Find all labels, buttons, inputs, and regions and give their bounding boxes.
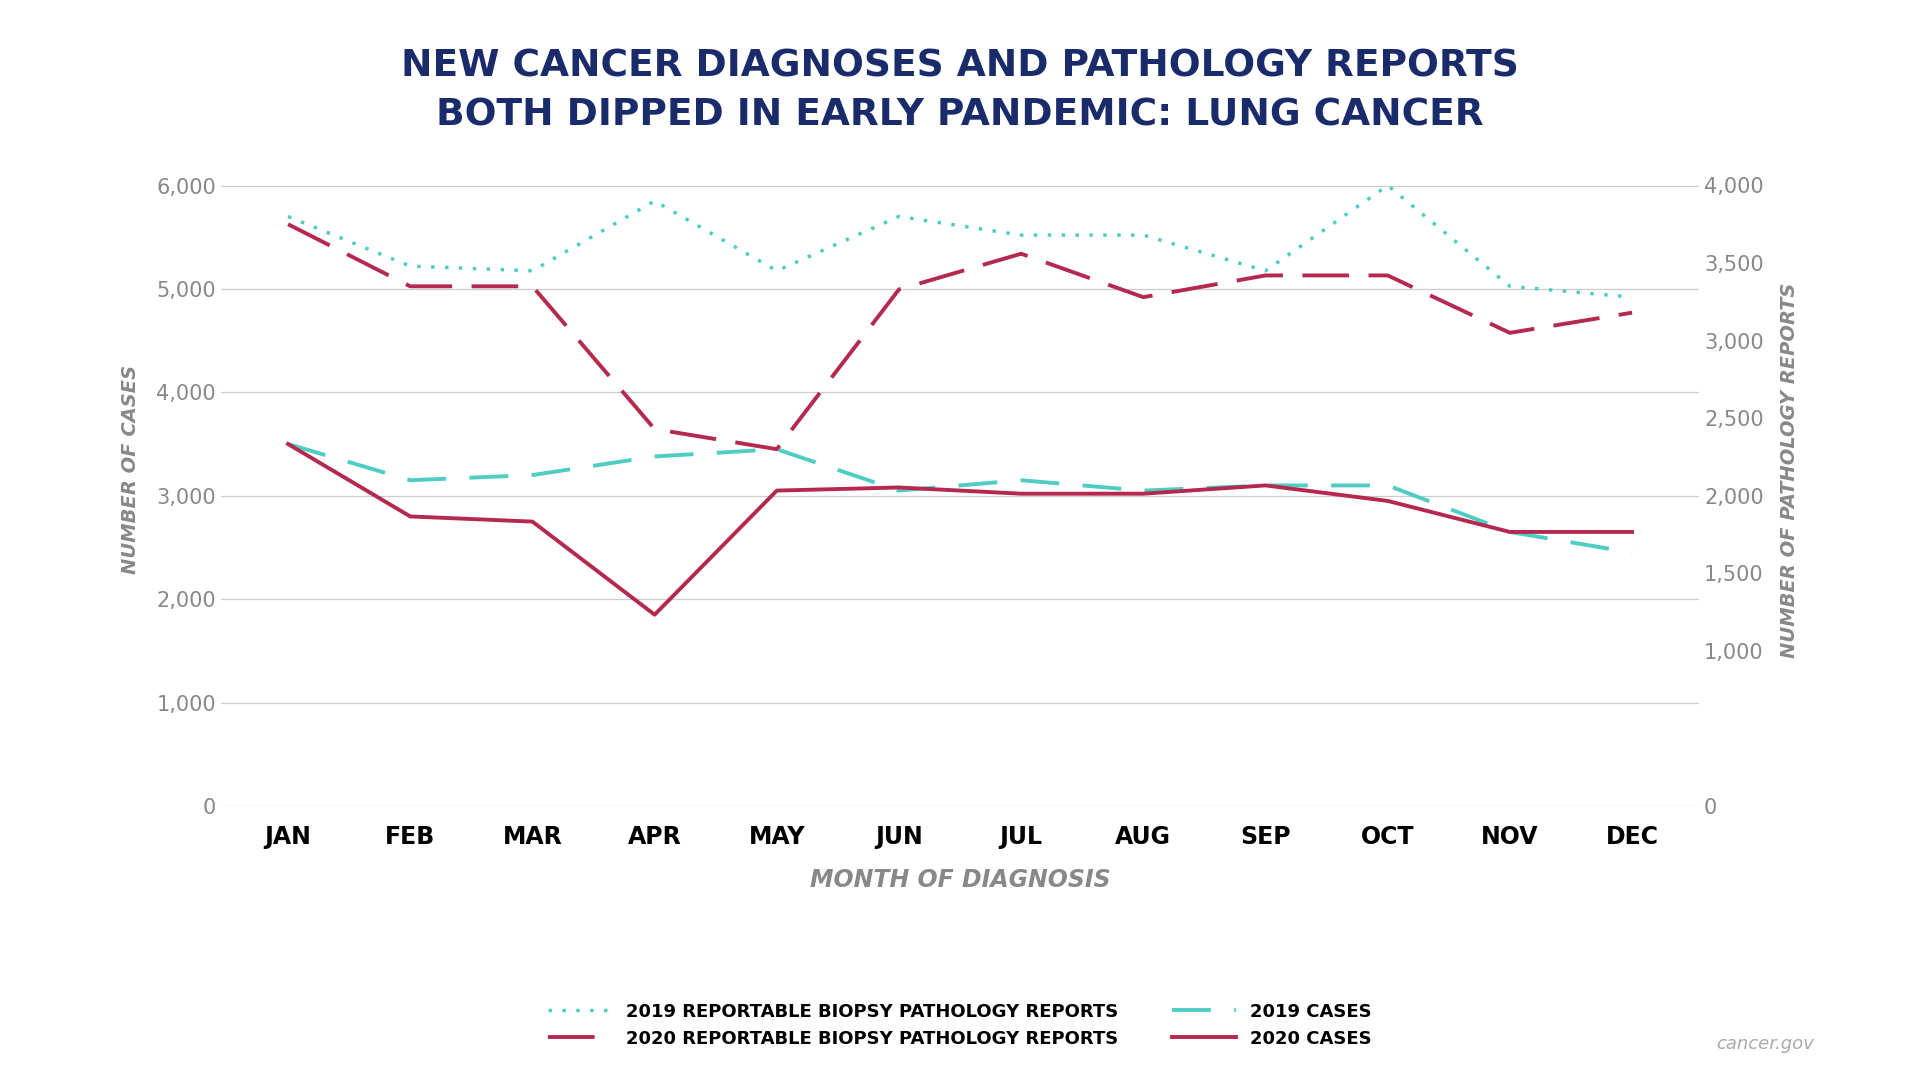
Legend: 2019 REPORTABLE BIOPSY PATHOLOGY REPORTS, 2020 REPORTABLE BIOPSY PATHOLOGY REPOR: 2019 REPORTABLE BIOPSY PATHOLOGY REPORTS… [541, 996, 1379, 1055]
Text: cancer.gov: cancer.gov [1716, 1035, 1814, 1053]
Y-axis label: NUMBER OF CASES: NUMBER OF CASES [121, 365, 140, 575]
Text: BOTH DIPPED IN EARLY PANDEMIC: LUNG CANCER: BOTH DIPPED IN EARLY PANDEMIC: LUNG CANC… [436, 97, 1484, 133]
Text: NEW CANCER DIAGNOSES AND PATHOLOGY REPORTS: NEW CANCER DIAGNOSES AND PATHOLOGY REPOR… [401, 49, 1519, 84]
Y-axis label: NUMBER OF PATHOLOGY REPORTS: NUMBER OF PATHOLOGY REPORTS [1780, 282, 1799, 658]
X-axis label: MONTH OF DIAGNOSIS: MONTH OF DIAGNOSIS [810, 868, 1110, 892]
